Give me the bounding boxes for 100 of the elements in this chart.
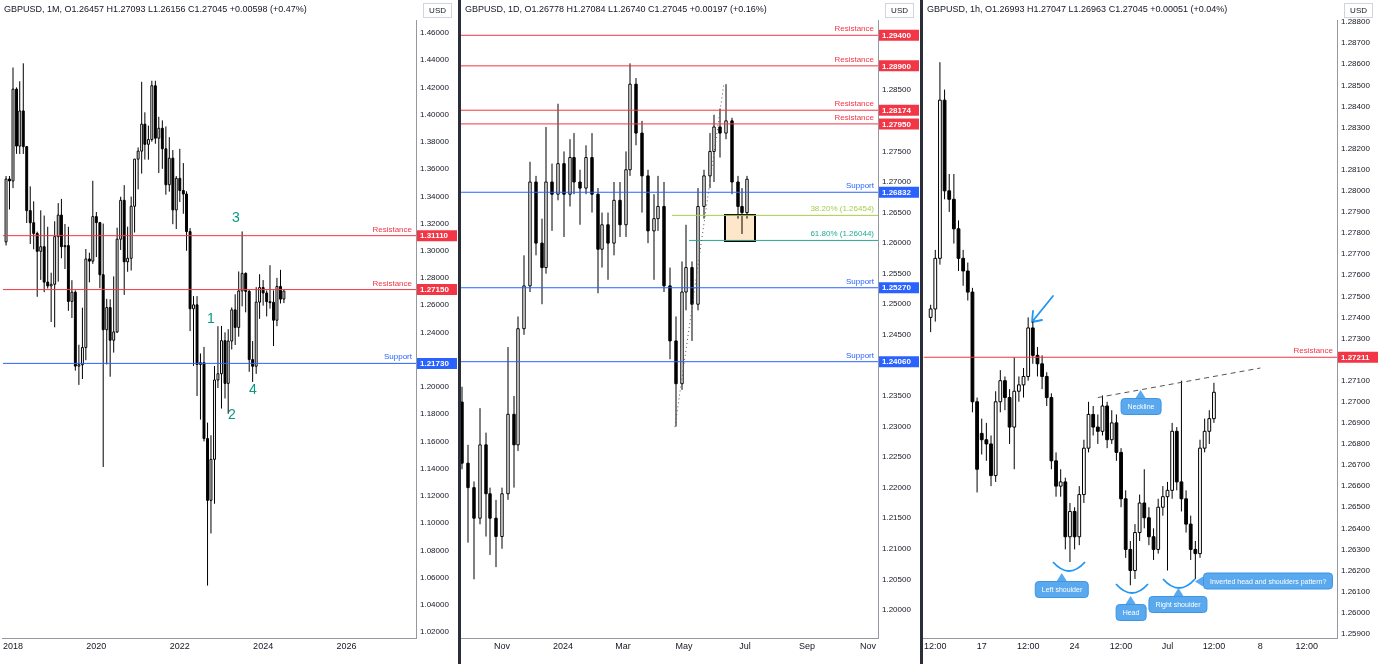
y-tick-label: 1.20000 <box>420 382 450 392</box>
y-tick-label: 1.27950 <box>882 119 912 129</box>
y-tick-label: 1.28900 <box>882 61 912 71</box>
x-tick-label: 12:00 <box>1202 640 1226 651</box>
ref-line-label: Resistance <box>834 112 875 122</box>
ref-line-label: Resistance <box>372 224 413 234</box>
candlestick <box>461 386 464 470</box>
y-tick-label: 1.21500 <box>882 513 912 523</box>
candlestick <box>590 132 594 214</box>
y-tick-label: 1.22500 <box>882 452 912 462</box>
y-tick-label: 1.27150 <box>420 285 450 295</box>
chart-title: GBPUSD, 1D, O1.26778 H1.27084 L1.26740 C1.27045 +0.00197 (+0.16%) <box>465 4 767 14</box>
y-tick-label: 1.24500 <box>882 330 912 340</box>
y-tick-label: 1.26400 <box>1341 523 1371 533</box>
y-tick-label: 1.26000 <box>1341 607 1371 617</box>
y-axis-title: USD <box>885 3 914 18</box>
y-tick-label: 1.27700 <box>1341 249 1371 259</box>
y-tick-label: 1.25500 <box>882 268 912 278</box>
ref-line-label: Resistance <box>834 24 875 34</box>
y-tick-label: 1.27300 <box>1341 333 1371 343</box>
candlestick <box>562 150 566 238</box>
y-tick-label: 1.27100 <box>1341 375 1371 385</box>
y-tick-label: 1.21730 <box>420 359 450 369</box>
ref-line-label: Support <box>845 181 875 191</box>
x-tick-label: 24 <box>1069 640 1080 651</box>
x-tick-label: 12:00 <box>924 640 947 651</box>
y-tick-label: 1.29400 <box>882 30 912 40</box>
annotation: 3 <box>232 208 241 225</box>
y-tick-label: 1.10000 <box>420 518 450 528</box>
candlestick <box>478 407 482 525</box>
y-tick-label: 1.25270 <box>882 283 912 293</box>
x-tick-label: 2024 <box>552 640 574 651</box>
y-tick-label: 1.26000 <box>882 238 912 248</box>
ref-line-label: Resistance <box>1293 346 1334 356</box>
y-tick-label: 1.28174 <box>882 105 912 115</box>
y-tick-label: 1.04000 <box>420 599 450 609</box>
y-tick-label: 1.27800 <box>1341 228 1371 238</box>
y-tick-label: 1.34000 <box>420 191 450 201</box>
x-tick-label: Jul <box>1161 640 1174 651</box>
ref-line-label: Support <box>845 276 875 286</box>
x-tick-label: Sep <box>798 640 816 651</box>
y-tick-label: 1.08000 <box>420 545 450 555</box>
candlestick <box>606 212 610 281</box>
y-tick-label: 1.27000 <box>1341 396 1371 406</box>
y-tick-label: 1.46000 <box>420 28 450 38</box>
y-tick-label: 1.28000 <box>420 273 450 283</box>
ref-line-label: Support <box>383 352 413 362</box>
x-tick-label: Mar <box>615 640 631 651</box>
y-tick-label: 1.18000 <box>420 409 450 419</box>
x-tick-label: 2022 <box>169 640 190 651</box>
x-tick-label: 12:00 <box>1016 640 1040 651</box>
candlestick <box>584 144 588 195</box>
y-tick-label: 1.38000 <box>420 137 450 147</box>
y-tick-label: 1.12000 <box>420 491 450 501</box>
y-tick-label: 1.22000 <box>882 482 912 492</box>
candlestick <box>472 481 476 580</box>
annotation: 1 <box>207 309 216 326</box>
x-tick-label: 12:00 <box>1109 640 1133 651</box>
y-tick-label: 1.26800 <box>1341 439 1371 449</box>
y-tick-label: 1.28600 <box>1341 59 1371 69</box>
y-tick-label: 1.16000 <box>420 436 450 446</box>
x-tick-label: 17 <box>976 640 987 651</box>
candlestick <box>718 108 722 159</box>
y-tick-label: 1.27600 <box>1341 270 1371 280</box>
y-tick-label: 1.44000 <box>420 55 450 65</box>
x-tick-label: 2018 <box>3 640 24 651</box>
y-tick-label: 1.26700 <box>1341 460 1371 470</box>
y-tick-label: 1.26000 <box>420 300 450 310</box>
candlestick <box>724 83 728 140</box>
y-tick-label: 1.26600 <box>1341 481 1371 491</box>
y-tick-label: 1.21000 <box>882 543 912 553</box>
y-tick-label: 1.28000 <box>1341 186 1371 196</box>
y-tick-label: 1.28400 <box>1341 101 1371 111</box>
y-axis-title: USD <box>423 3 452 18</box>
y-tick-label: 1.27500 <box>1341 291 1371 301</box>
y-tick-label: 1.26832 <box>882 187 912 197</box>
y-tick-label: 1.27400 <box>1341 312 1371 322</box>
y-tick-label: 1.28800 <box>1341 17 1371 27</box>
y-tick-label: 1.23000 <box>882 421 912 431</box>
series-label: 61.80% (1.26044) <box>810 229 875 239</box>
y-tick-label: 1.26200 <box>1341 565 1371 575</box>
y-tick-label: 1.32000 <box>420 218 450 228</box>
y-tick-label: 1.28300 <box>1341 122 1371 132</box>
annotation: 4 <box>249 380 258 397</box>
y-tick-label: 1.30000 <box>420 245 450 255</box>
y-tick-label: 1.27211 <box>1341 352 1371 362</box>
x-tick-label: 12:00 <box>1295 640 1319 651</box>
y-tick-label: 1.26300 <box>1341 544 1371 554</box>
y-tick-label: 1.20500 <box>882 574 912 584</box>
x-tick-label: May <box>675 640 693 651</box>
y-tick-label: 1.27000 <box>882 177 912 187</box>
y-axis-title: USD <box>1344 3 1373 18</box>
candlestick <box>702 169 706 220</box>
chart-title: GBPUSD, 1M, O1.26457 H1.27093 L1.26156 C1.27045 +0.00598 (+0.47%) <box>4 4 307 14</box>
y-tick-label: 1.28700 <box>1341 38 1371 48</box>
y-tick-label: 1.26500 <box>882 207 912 217</box>
y-tick-label: 1.14000 <box>420 463 450 473</box>
y-tick-label: 1.36000 <box>420 164 450 174</box>
y-tick-label: 1.27500 <box>882 146 912 156</box>
y-tick-label: 1.26100 <box>1341 586 1371 596</box>
